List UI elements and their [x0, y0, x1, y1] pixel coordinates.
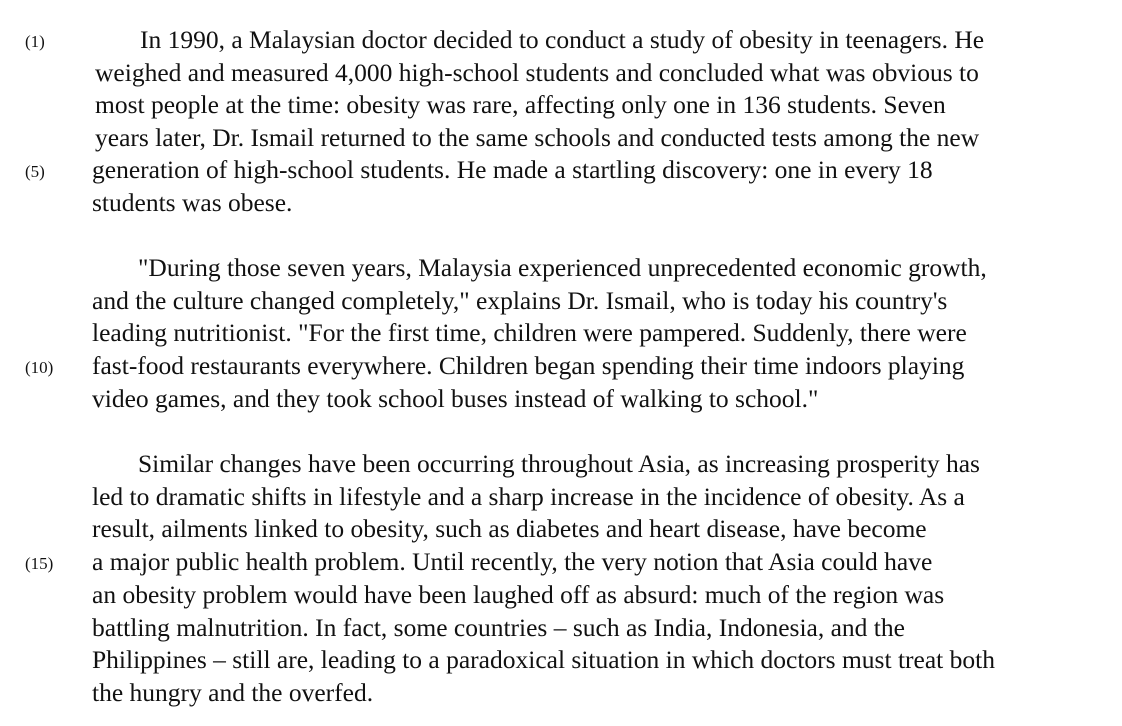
- passage-line-8: and the culture changed completely," exp…: [0, 284, 1122, 317]
- passage-line-1: (1) In 1990, a Malaysian doctor decided …: [0, 23, 1122, 56]
- line-number-1: (1): [25, 32, 45, 51]
- passage-line-16: an obesity problem would have been laugh…: [0, 578, 1122, 611]
- passage-line-2: weighed and measured 4,000 high-school s…: [0, 56, 1122, 89]
- passage-line-19: the hungry and the overfed.: [0, 676, 1122, 709]
- passage-line-9: leading nutritionist. "For the first tim…: [0, 316, 1122, 349]
- passage-line-text: fast-food restaurants everywhere. Childr…: [92, 351, 965, 380]
- passage-line-11: video games, and they took school buses …: [0, 382, 1122, 415]
- passage-line-5: (5) generation of high-school students. …: [0, 153, 1122, 186]
- passage-line-6: students was obese.: [0, 186, 1122, 219]
- passage-line-text: video games, and they took school buses …: [92, 384, 819, 413]
- passage-line-7: "During those seven years, Malaysia expe…: [0, 251, 1122, 284]
- passage-line-text: the hungry and the overfed.: [92, 678, 374, 707]
- passage-line-text: "During those seven years, Malaysia expe…: [138, 253, 987, 282]
- passage-line-text: leading nutritionist. "For the first tim…: [92, 318, 967, 347]
- passage-line-17: battling malnutrition. In fact, some cou…: [0, 611, 1122, 644]
- passage-line-text: generation of high-school students. He m…: [92, 155, 933, 184]
- passage-line-text: students was obese.: [92, 188, 293, 217]
- line-number-10: (10): [25, 358, 54, 377]
- passage-line-4: years later, Dr. Ismail returned to the …: [0, 121, 1122, 154]
- passage-line-text: weighed and measured 4,000 high-school s…: [95, 58, 979, 87]
- passage-line-text: years later, Dr. Ismail returned to the …: [95, 123, 980, 152]
- passage-line-3: most people at the time: obesity was rar…: [0, 88, 1122, 121]
- line-number-5: (5): [25, 162, 45, 181]
- passage-line-12: Similar changes have been occurring thro…: [0, 447, 1122, 480]
- passage-line-text: In 1990, a Malaysian doctor decided to c…: [140, 25, 985, 54]
- passage-line-text: Philippines – still are, leading to a pa…: [92, 645, 995, 674]
- passage-line-15: (15) a major public health problem. Unti…: [0, 545, 1122, 578]
- passage-line-text: result, ailments linked to obesity, such…: [92, 514, 927, 543]
- passage-line-13: led to dramatic shifts in lifestyle and …: [0, 480, 1122, 513]
- passage-line-text: led to dramatic shifts in lifestyle and …: [92, 482, 965, 511]
- passage-line-14: result, ailments linked to obesity, such…: [0, 512, 1122, 545]
- passage-line-text: most people at the time: obesity was rar…: [95, 90, 946, 119]
- passage-line-10: (10) fast-food restaurants everywhere. C…: [0, 349, 1122, 382]
- line-number-15: (15): [25, 554, 54, 573]
- passage-line-18: Philippines – still are, leading to a pa…: [0, 643, 1122, 676]
- passage-line-text: a major public health problem. Until rec…: [92, 547, 933, 576]
- passage-line-text: Similar changes have been occurring thro…: [138, 449, 980, 478]
- passage-line-text: an obesity problem would have been laugh…: [92, 580, 945, 609]
- passage-line-text: battling malnutrition. In fact, some cou…: [92, 613, 905, 642]
- passage-line-text: and the culture changed completely," exp…: [92, 286, 948, 315]
